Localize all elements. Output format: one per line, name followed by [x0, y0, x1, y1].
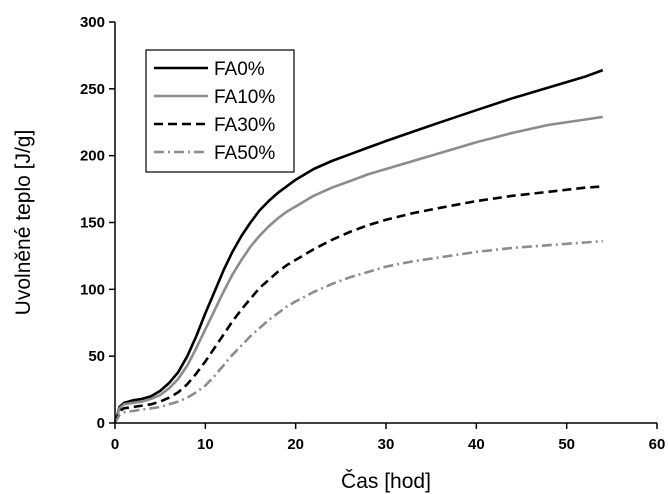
legend: FA0% FA10% FA30% FA50% — [145, 49, 295, 173]
legend-label: FA10% — [214, 87, 275, 108]
legend-label: FA0% — [214, 59, 265, 80]
legend-label: FA30% — [214, 115, 275, 136]
series-layer — [113, 68, 604, 424]
y-tick-label: 50 — [88, 348, 105, 365]
y-tick-label: 200 — [80, 148, 105, 165]
y-tick-label: 100 — [80, 281, 105, 298]
series-line-fa10 — [113, 115, 603, 424]
x-tick-label: 50 — [558, 436, 575, 453]
series-line-fa50 — [113, 239, 603, 424]
x-tick-label: 20 — [287, 436, 304, 453]
x-tick-label: 40 — [468, 436, 485, 453]
y-tick-label: 150 — [80, 215, 105, 232]
x-tick-label: 0 — [111, 436, 119, 453]
tick-layer: 0 10 20 30 40 50 60 0 50 100 150 200 250 300 — [80, 14, 665, 453]
x-tick-label: 10 — [197, 436, 214, 453]
legend-box — [145, 49, 295, 173]
series-line-fa30 — [113, 185, 603, 424]
y-tick-label: 0 — [97, 415, 105, 432]
x-tick-label: 60 — [649, 436, 666, 453]
series-line-fa0 — [113, 68, 604, 424]
x-tick-label: 30 — [378, 436, 395, 453]
x-axis-title: Čas [hod] — [341, 470, 431, 493]
y-axis-title: Uvolněné teplo [J/g] — [12, 130, 35, 316]
legend-label: FA50% — [214, 143, 275, 164]
y-tick-label: 250 — [80, 81, 105, 98]
y-tick-label: 300 — [80, 14, 105, 31]
